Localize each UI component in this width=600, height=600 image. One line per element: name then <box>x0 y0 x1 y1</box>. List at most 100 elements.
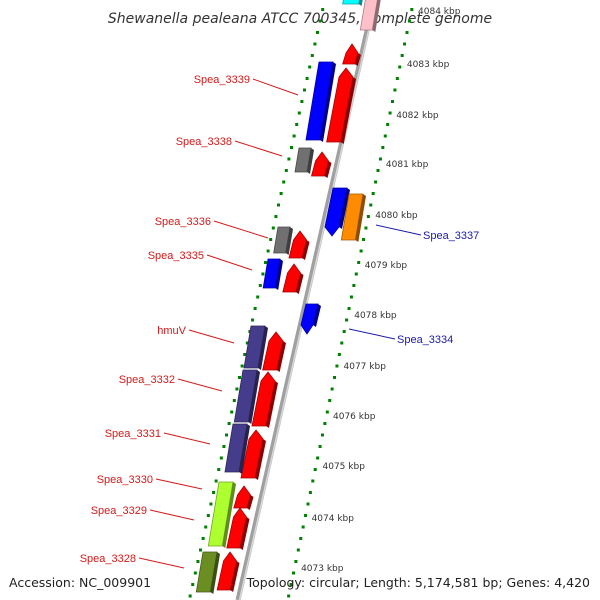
scale-label: 4082 kbp <box>396 111 439 121</box>
feature-orange-3337 <box>340 193 366 242</box>
label-text: hmuV <box>157 325 186 337</box>
label-text: Spea_3330 <box>97 474 153 486</box>
backbone <box>235 0 377 600</box>
feature-red-4-side <box>301 240 310 260</box>
track-dot <box>330 387 334 391</box>
feature-gray-3338-side <box>306 148 314 174</box>
track-dot <box>287 594 291 598</box>
track-dot <box>206 514 210 517</box>
track-dot <box>345 318 349 322</box>
track-dot <box>227 422 231 425</box>
gene-label-spea_3336: Spea_3336 <box>155 216 269 239</box>
backbone-highlight <box>238 0 377 600</box>
track-dot <box>349 295 353 299</box>
track-dot <box>256 295 260 299</box>
track-dot <box>209 502 213 506</box>
gene-label-spea_3328: Spea_3328 <box>80 553 185 569</box>
track-dot <box>296 548 300 552</box>
feature-red-5 <box>282 263 304 294</box>
track-dot <box>403 42 407 46</box>
scale-label: 4084 kbp <box>418 7 461 17</box>
label-text: Spea_3336 <box>155 216 211 228</box>
feature-red-8-side <box>254 439 266 480</box>
track-dot <box>212 491 216 494</box>
track-dot <box>359 249 363 253</box>
label-text: Spea_3337 <box>423 230 479 242</box>
track-dot <box>318 19 322 23</box>
track-dot <box>295 123 299 126</box>
label-text: Spea_3335 <box>148 250 204 262</box>
label-leader-line <box>375 224 422 236</box>
track-dot <box>300 100 304 103</box>
feature-lime-3330-side <box>222 482 236 548</box>
scale-label: 4074 kbp <box>312 514 355 524</box>
feature-purple-3331 <box>224 423 250 474</box>
feature-red-7 <box>251 371 278 428</box>
track-dot <box>383 134 387 138</box>
track-dot <box>297 111 301 115</box>
track-dot <box>313 468 317 471</box>
feature-red-2-side <box>340 77 356 144</box>
track-dot <box>199 548 203 552</box>
label-leader-line <box>234 140 283 157</box>
label-text: Spea_3334 <box>397 334 453 346</box>
track-dot <box>400 54 404 57</box>
track-dot <box>261 272 265 276</box>
scale-label: 4076 kbp <box>333 412 376 422</box>
track-dot <box>243 353 247 356</box>
scale-label: 4077 kbp <box>344 362 387 372</box>
scale-label: 4083 kbp <box>407 60 450 70</box>
label-leader-line <box>138 557 185 569</box>
track-dot <box>386 123 390 126</box>
feature-orange-3337-side <box>355 194 366 242</box>
scale-label: 4073 kbp <box>301 564 344 574</box>
scale-labels: 4084 kbp 4083 kbp 4082 kbp 4081 kbp 4080 kbp… <box>301 7 461 574</box>
track-dot <box>335 364 339 368</box>
track-dot <box>352 284 356 287</box>
track-dot <box>264 261 268 264</box>
track-dot <box>219 456 223 460</box>
track-dot <box>311 479 315 483</box>
track-dot <box>188 594 192 598</box>
track-dot <box>245 341 249 345</box>
gene-label-spea_3332: Spea_3332 <box>119 374 223 392</box>
feature-red-4 <box>288 230 310 260</box>
track-dot <box>323 422 327 425</box>
track-dot <box>225 433 229 437</box>
track-dot <box>253 307 257 310</box>
track-dot <box>388 111 392 115</box>
label-text: Spea_3328 <box>80 553 136 565</box>
track-dot <box>316 456 320 460</box>
label-leader-line <box>149 509 195 521</box>
gene-features <box>195 0 381 594</box>
feature-gray-3336-side <box>285 227 293 255</box>
track-dot <box>269 238 273 241</box>
track-dot <box>294 560 298 563</box>
track-dot <box>366 215 370 218</box>
track-dot <box>222 445 226 448</box>
feature-gray-3336 <box>273 226 293 255</box>
feature-red-10 <box>226 507 250 550</box>
track-dot <box>266 249 270 253</box>
feature-red-3 <box>310 151 332 178</box>
feature-blue-3334-side <box>312 304 321 327</box>
feature-blue-3339 <box>305 61 336 142</box>
label-text: Spea_3332 <box>119 374 175 386</box>
track-dot <box>354 272 358 276</box>
track-dot <box>410 8 414 11</box>
scale-label: 4079 kbp <box>365 261 408 271</box>
track-dot <box>378 157 382 161</box>
track-dot <box>305 77 309 80</box>
feature-red-1-side <box>354 53 361 66</box>
track-dot <box>407 19 411 23</box>
label-text: Spea_3338 <box>176 136 232 148</box>
track-dot <box>196 560 200 563</box>
track-dot <box>318 445 322 448</box>
right-dotted-track <box>287 8 414 598</box>
track-dot <box>287 157 291 161</box>
feature-purple-hmuV <box>243 325 268 370</box>
feature-blue-3339-side <box>319 62 336 142</box>
track-dot <box>362 238 366 241</box>
feature-blue-3335-side <box>275 259 283 290</box>
track-dot <box>271 226 275 230</box>
